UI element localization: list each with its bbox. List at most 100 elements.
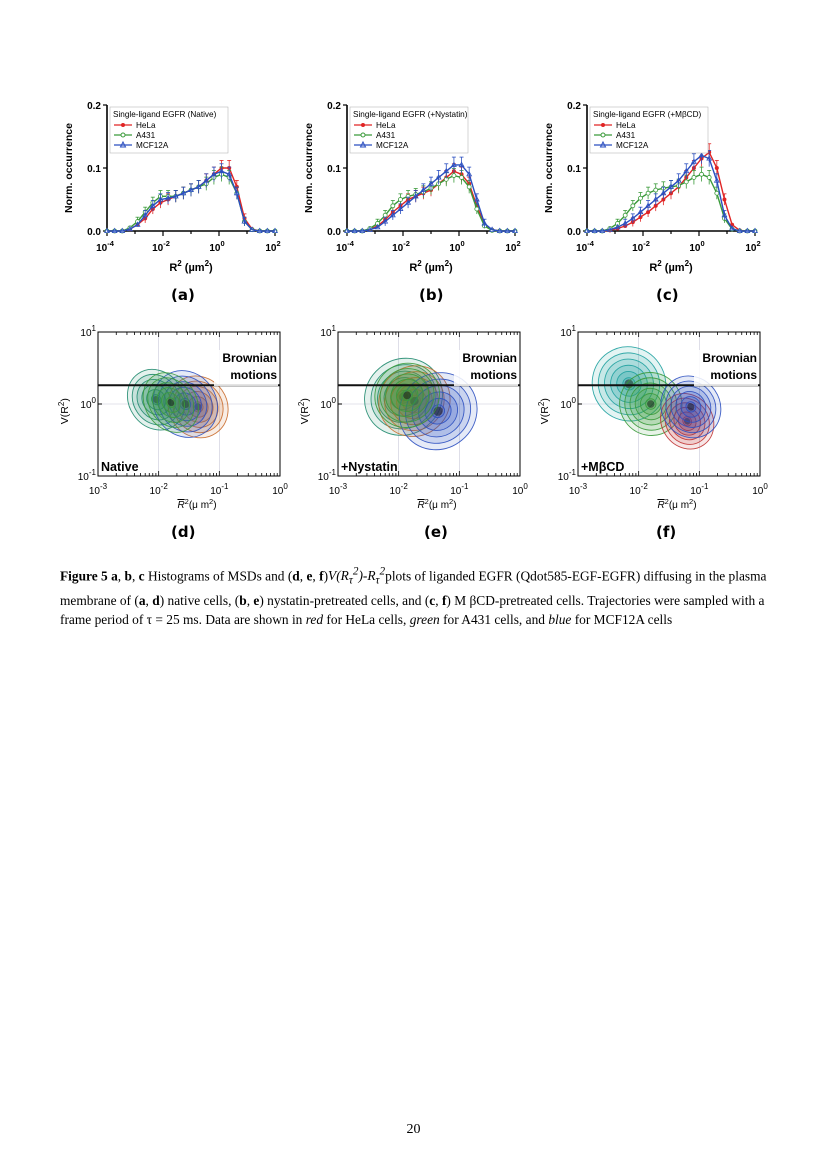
x-axis-label: R2 (µm2) xyxy=(649,259,693,274)
x-tick-label: 100 xyxy=(752,482,768,497)
legend-marker xyxy=(360,132,366,138)
brownian-label-bg xyxy=(694,350,758,386)
data-point xyxy=(256,227,263,234)
y-tick-label: 101 xyxy=(80,324,96,339)
y-tick-label: 100 xyxy=(320,396,336,411)
legend-marker xyxy=(601,123,605,127)
x-axis-label: R2 (µm2) xyxy=(169,259,213,274)
data-point xyxy=(638,195,643,201)
caption-ref: a xyxy=(138,593,146,609)
data-point xyxy=(683,167,690,174)
data-point xyxy=(622,220,629,226)
histogram-panel-c: 0.0 0.1 0.2 Norm. occurrence 10-4 10-2 100 102 R… xyxy=(543,101,761,274)
brownian-label-bg xyxy=(214,350,278,386)
caption-text: ) nystatin-pretreated cells, and ( xyxy=(259,593,430,609)
data-point xyxy=(389,211,396,218)
data-point xyxy=(645,190,651,196)
y-tick-label: 0.0 xyxy=(567,227,581,238)
data-point xyxy=(142,211,149,218)
density-contours xyxy=(364,357,478,451)
condition-label: Native xyxy=(101,460,139,474)
data-point xyxy=(706,155,713,161)
data-point xyxy=(180,189,187,196)
caption-ref: f xyxy=(441,593,447,609)
legend-label: MCF12A xyxy=(376,141,409,150)
legend-marker xyxy=(119,140,127,148)
x-tick-label: 102 xyxy=(505,239,520,254)
data-point xyxy=(351,227,358,234)
x-tick-label: 10-1 xyxy=(450,482,469,497)
caption-formula: V(Rτ2)-Rτ2 xyxy=(328,566,385,587)
caption-ref: c xyxy=(429,593,436,609)
legend-label: HeLa xyxy=(616,121,636,130)
caption-text: for A431 cells, and xyxy=(439,612,549,628)
data-point xyxy=(366,226,373,232)
condition-label-bg xyxy=(339,458,397,474)
data-point xyxy=(119,227,126,234)
brownian-label: Brownian xyxy=(702,351,757,365)
data-point xyxy=(591,227,598,234)
data-point xyxy=(721,211,728,218)
y-axis-label: Norm. occurrence xyxy=(63,123,75,213)
data-point xyxy=(599,227,606,234)
data-point xyxy=(638,215,643,220)
data-point xyxy=(218,167,225,174)
data-point xyxy=(646,210,651,215)
legend-marker xyxy=(361,123,365,127)
caption-ref: e xyxy=(253,593,260,609)
x-tick-label: 10-3 xyxy=(569,482,588,497)
y-axis-label: V(R2) xyxy=(538,398,551,424)
series-line-mcf12a xyxy=(347,164,515,232)
y-tick-label: 10-1 xyxy=(558,468,577,483)
sublabel-d: (d) xyxy=(171,523,196,541)
data-point xyxy=(450,161,457,167)
x-tick-label: 10-2 xyxy=(152,239,170,254)
caption-ref: a xyxy=(111,568,118,584)
x-tick-label: 10-2 xyxy=(150,482,169,497)
sublabel-f: (f) xyxy=(656,523,677,541)
sublabel-b: (b) xyxy=(419,286,444,304)
y-tick-label: 101 xyxy=(560,324,576,339)
contour-peak xyxy=(687,403,695,411)
data-point xyxy=(690,158,697,164)
histogram-panel-a: 0.0 0.1 0.2 Norm. occurrence 10-4 10-2 100 102 R… xyxy=(63,101,281,274)
data-point xyxy=(481,220,488,226)
condition-label: +Nystatin xyxy=(341,460,398,474)
series-line-hela xyxy=(107,167,275,232)
data-point xyxy=(451,173,457,178)
brownian-label: Brownian xyxy=(222,351,277,365)
y-tick-label: 0.2 xyxy=(567,101,581,112)
data-point xyxy=(653,187,659,193)
legend-label: HeLa xyxy=(376,121,396,130)
caption-text: , xyxy=(145,593,153,609)
data-point xyxy=(272,227,278,234)
data-point xyxy=(722,197,727,202)
legend-title: Single-ligand EGFR (+MβCD) xyxy=(593,110,701,119)
data-point xyxy=(249,226,256,232)
caption-text: ) xyxy=(323,568,329,584)
caption-text: plots of liganded EGFR (Qdot585-EGF-EGFR… xyxy=(60,568,767,609)
series-line-a431 xyxy=(107,173,275,232)
x-tick-label: 10-2 xyxy=(630,482,649,497)
y-tick-label: 100 xyxy=(80,396,96,411)
data-point xyxy=(412,193,419,199)
data-point xyxy=(606,226,613,232)
x-tick-label: 102 xyxy=(745,239,760,254)
brownian-label: motions xyxy=(470,368,517,382)
data-point xyxy=(398,197,403,202)
y-tick-label: 0.0 xyxy=(327,227,341,238)
data-point xyxy=(629,215,636,221)
condition-label-bg xyxy=(579,458,637,474)
y-tick-label: 0.1 xyxy=(327,164,341,175)
caption-color-blue: blue xyxy=(548,612,572,628)
data-point xyxy=(622,212,628,218)
legend-label: HeLa xyxy=(136,121,156,130)
data-point xyxy=(706,175,712,180)
caption-text: for MCF12A cells xyxy=(571,612,673,628)
caption-ref: f xyxy=(319,568,324,584)
figure-caption: Figure 5 a, b, c Histograms of MSDs and … xyxy=(60,563,770,629)
data-point xyxy=(149,202,156,208)
caption-ref: c xyxy=(138,568,145,584)
